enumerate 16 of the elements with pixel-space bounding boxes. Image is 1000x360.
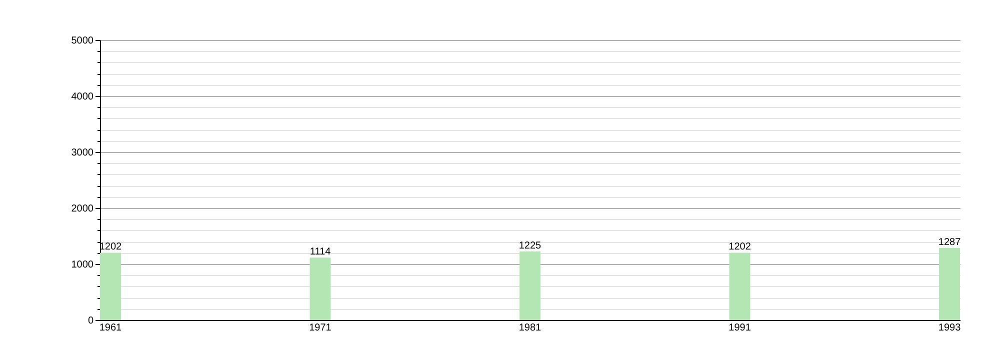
x-tick-label: 1991 — [728, 322, 752, 334]
y-tick-label: 5000 — [71, 36, 94, 46]
y-tick-label: 0 — [88, 316, 94, 326]
data-label: 1225 — [518, 240, 542, 252]
data-label: 1114 — [310, 246, 332, 258]
data-label: 1287 — [938, 236, 962, 248]
data-label: 1202 — [99, 242, 122, 253]
y-tick-label: 3000 — [71, 148, 94, 158]
x-tick-label: 1961 — [99, 322, 122, 334]
data-label: 1202 — [728, 242, 752, 253]
y-tick-label: 4000 — [71, 92, 94, 102]
x-tick-label: 1981 — [518, 322, 542, 334]
x-tick-label: 1993 — [938, 322, 962, 334]
y-tick-label: 1000 — [71, 260, 94, 270]
x-tick-label: 1971 — [309, 322, 332, 334]
y-tick-label: 2000 — [71, 204, 94, 214]
